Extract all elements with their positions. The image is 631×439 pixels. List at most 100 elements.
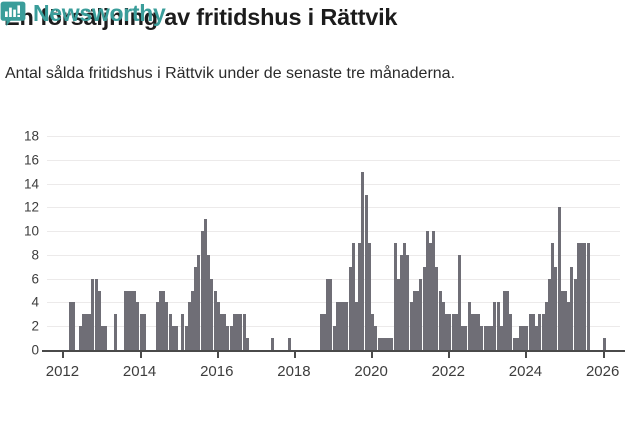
bar[interactable] <box>461 326 465 350</box>
bar[interactable] <box>371 314 375 350</box>
bar[interactable] <box>393 243 397 350</box>
bar[interactable] <box>438 290 442 350</box>
bar[interactable] <box>544 302 548 350</box>
bar[interactable] <box>583 243 587 350</box>
bar[interactable] <box>586 243 590 350</box>
bar[interactable] <box>319 314 323 350</box>
bar[interactable] <box>470 314 474 350</box>
bar[interactable] <box>88 314 92 350</box>
bar[interactable] <box>91 278 95 350</box>
bar[interactable] <box>560 290 564 350</box>
bar[interactable] <box>567 302 571 350</box>
bar[interactable] <box>457 254 461 350</box>
bar[interactable] <box>396 278 400 350</box>
bar[interactable] <box>326 278 330 350</box>
bar[interactable] <box>216 302 220 350</box>
bar[interactable] <box>547 278 551 350</box>
bar[interactable] <box>335 302 339 350</box>
bar[interactable] <box>332 326 336 350</box>
bar[interactable] <box>432 231 436 350</box>
bar[interactable] <box>474 314 478 350</box>
bar[interactable] <box>515 338 519 350</box>
bar[interactable] <box>554 266 558 350</box>
bar[interactable] <box>406 254 410 350</box>
bar[interactable] <box>519 326 523 350</box>
bar[interactable] <box>97 290 101 350</box>
bar[interactable] <box>351 243 355 350</box>
bar[interactable] <box>162 290 166 350</box>
bar[interactable] <box>602 338 606 350</box>
bar[interactable] <box>451 314 455 350</box>
bar[interactable] <box>454 314 458 350</box>
bar[interactable] <box>502 290 506 350</box>
bar[interactable] <box>499 326 503 350</box>
bar[interactable] <box>104 326 108 350</box>
bar[interactable] <box>573 278 577 350</box>
bar[interactable] <box>429 243 432 350</box>
bar[interactable] <box>239 314 243 350</box>
bar[interactable] <box>232 314 236 350</box>
bar[interactable] <box>355 302 359 350</box>
bar[interactable] <box>506 290 510 350</box>
bar[interactable] <box>477 314 481 350</box>
bar[interactable] <box>383 338 387 350</box>
bar[interactable] <box>219 314 223 350</box>
bar[interactable] <box>245 338 249 350</box>
bar[interactable] <box>113 314 117 350</box>
bar[interactable] <box>486 326 490 350</box>
bar[interactable] <box>187 302 191 350</box>
bar[interactable] <box>203 219 207 350</box>
bar[interactable] <box>580 243 584 350</box>
bar[interactable] <box>158 290 162 350</box>
bar[interactable] <box>142 314 146 350</box>
bar[interactable] <box>184 326 188 350</box>
bar[interactable] <box>535 326 539 350</box>
bar[interactable] <box>123 290 127 350</box>
bar[interactable] <box>570 266 574 350</box>
bar[interactable] <box>538 314 542 350</box>
bar[interactable] <box>200 231 204 350</box>
bar[interactable] <box>329 278 333 350</box>
bar[interactable] <box>512 338 516 350</box>
bar[interactable] <box>551 243 555 350</box>
bar[interactable] <box>541 314 545 350</box>
bar[interactable] <box>207 254 211 350</box>
bar[interactable] <box>229 326 233 350</box>
bar[interactable] <box>441 302 445 350</box>
bar[interactable] <box>564 290 568 350</box>
bar[interactable] <box>345 302 349 350</box>
bar[interactable] <box>403 243 407 350</box>
bar[interactable] <box>387 338 391 350</box>
bar[interactable] <box>435 266 439 350</box>
bar[interactable] <box>81 314 85 350</box>
bar[interactable] <box>445 314 449 350</box>
bar[interactable] <box>422 266 426 350</box>
bar[interactable] <box>412 290 416 350</box>
bar[interactable] <box>483 326 487 350</box>
bar[interactable] <box>223 314 227 350</box>
bar[interactable] <box>126 290 130 350</box>
bar[interactable] <box>171 326 175 350</box>
bar[interactable] <box>191 290 195 350</box>
bar[interactable] <box>287 338 291 350</box>
bar[interactable] <box>390 338 394 350</box>
bar[interactable] <box>342 302 346 350</box>
bar[interactable] <box>448 314 452 350</box>
bar[interactable] <box>467 302 471 350</box>
bar[interactable] <box>155 302 159 350</box>
bar[interactable] <box>174 326 178 350</box>
bar[interactable] <box>377 338 381 350</box>
bar[interactable] <box>348 266 352 350</box>
bar[interactable] <box>338 302 342 350</box>
bar[interactable] <box>380 338 384 350</box>
bar[interactable] <box>425 231 429 350</box>
bar[interactable] <box>94 278 98 350</box>
bar[interactable] <box>236 314 240 350</box>
bar[interactable] <box>194 266 198 350</box>
bar[interactable] <box>480 326 484 350</box>
bar[interactable] <box>557 207 561 350</box>
bar[interactable] <box>493 302 497 350</box>
bar[interactable] <box>226 326 230 350</box>
bar[interactable] <box>528 314 532 350</box>
bar[interactable] <box>364 195 368 350</box>
